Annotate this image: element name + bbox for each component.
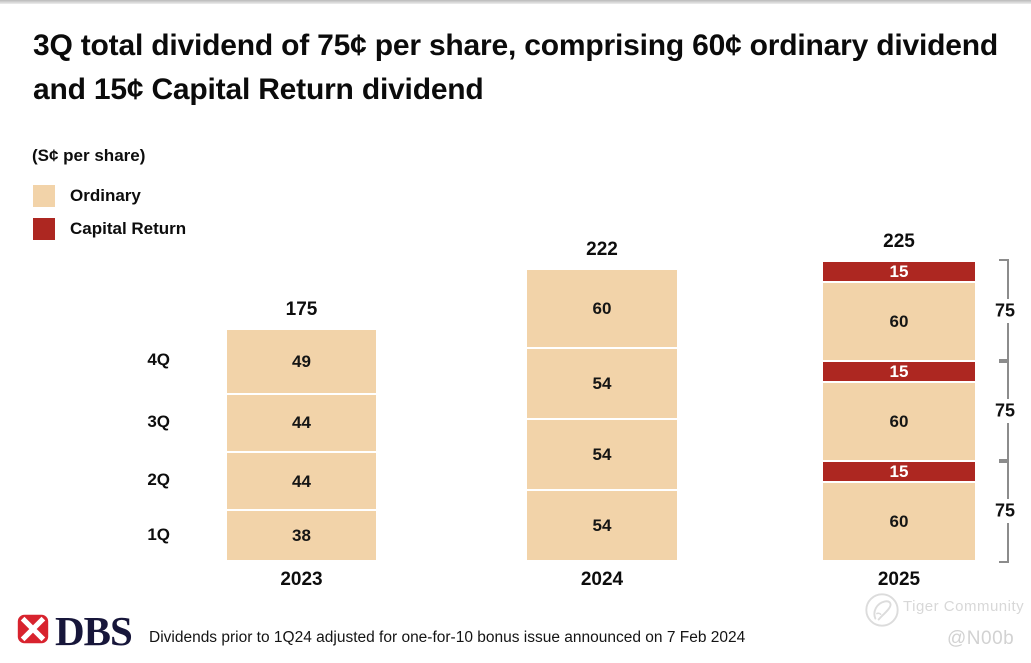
total-label-2024: 222 xyxy=(586,238,618,260)
units-label: (S¢ per share) xyxy=(32,146,146,165)
watermark-user-handle: @N00b xyxy=(947,628,1015,649)
segment-value-label: 54 xyxy=(592,373,612,393)
segment-value-label: 60 xyxy=(889,312,909,332)
watermark-community-label: Tiger Community xyxy=(903,598,1025,615)
group-bracket: 75 xyxy=(990,459,1020,563)
bar-segment-ordinary: 38 xyxy=(227,511,376,560)
bracket-value-label: 75 xyxy=(990,500,1020,522)
bar-segment-capital: 15 xyxy=(823,462,975,482)
dbs-logo: DBS xyxy=(14,608,133,654)
bracket-line-top xyxy=(999,359,1009,399)
tiger-community-icon xyxy=(863,591,901,634)
group-bracket: 75 xyxy=(990,259,1020,363)
dbs-wordmark: DBS xyxy=(55,608,133,654)
bracket-value-label: 75 xyxy=(990,300,1020,322)
year-label-2024: 2024 xyxy=(580,569,624,590)
segment-value-label: 15 xyxy=(889,262,909,282)
bar-segment-ordinary: 54 xyxy=(527,419,677,489)
bracket-value-label: 75 xyxy=(990,400,1020,422)
segment-value-label: 60 xyxy=(592,298,612,318)
legend-item-capital-return: Capital Return xyxy=(33,218,186,240)
segment-value-label: 54 xyxy=(592,444,612,464)
footnote: Dividends prior to 1Q24 adjusted for one… xyxy=(149,629,746,646)
segment-value-label: 38 xyxy=(292,526,311,546)
segment-value-label: 44 xyxy=(292,413,311,433)
total-label-2023: 175 xyxy=(285,299,318,320)
legend: Ordinary Capital Return xyxy=(33,185,186,251)
bracket-line-top xyxy=(999,459,1009,499)
segment-value-label: 44 xyxy=(292,471,311,491)
bar-segment-ordinary: 54 xyxy=(527,348,677,418)
segment-value-label: 15 xyxy=(889,462,909,482)
year-label-2023: 2023 xyxy=(280,569,323,590)
segment-value-label: 60 xyxy=(889,512,909,532)
bar-segment-ordinary: 44 xyxy=(227,394,376,452)
bar-segment-ordinary: 60 xyxy=(527,269,677,347)
quarter-label-2Q: 2Q xyxy=(147,470,170,490)
dbs-logo-icon xyxy=(14,610,52,653)
legend-swatch-capital-return xyxy=(33,218,55,240)
quarter-label-4Q: 4Q xyxy=(147,350,170,370)
bracket-line-bottom xyxy=(999,323,1009,363)
segment-value-label: 15 xyxy=(889,362,909,382)
legend-swatch-ordinary xyxy=(33,185,55,207)
year-label-2025: 2025 xyxy=(877,569,921,590)
segment-value-label: 60 xyxy=(889,412,909,432)
bar-segment-ordinary: 60 xyxy=(823,283,975,360)
legend-item-ordinary: Ordinary xyxy=(33,185,186,207)
bar-segment-capital: 15 xyxy=(823,362,975,382)
top-border xyxy=(0,0,1031,4)
segment-value-label: 49 xyxy=(292,351,311,371)
bracket-line-bottom xyxy=(999,423,1009,463)
bar-segment-ordinary: 60 xyxy=(823,483,975,560)
bar-segment-ordinary: 44 xyxy=(227,453,376,510)
bar-segment-capital: 15 xyxy=(823,262,975,282)
legend-label-capital-return: Capital Return xyxy=(70,219,187,238)
legend-label-ordinary: Ordinary xyxy=(70,186,141,205)
bar-segment-ordinary: 54 xyxy=(527,490,677,560)
page-title: 3Q total dividend of 75¢ per share, comp… xyxy=(33,29,998,106)
bracket-line-top xyxy=(999,259,1009,299)
bracket-line-bottom xyxy=(999,523,1009,563)
total-label-2025: 225 xyxy=(883,231,915,252)
segment-value-label: 54 xyxy=(592,515,612,535)
group-bracket: 75 xyxy=(990,359,1020,463)
quarter-label-1Q: 1Q xyxy=(147,524,170,544)
bar-segment-ordinary: 49 xyxy=(227,330,376,393)
bar-segment-ordinary: 60 xyxy=(823,383,975,460)
quarter-label-3Q: 3Q xyxy=(147,411,170,431)
